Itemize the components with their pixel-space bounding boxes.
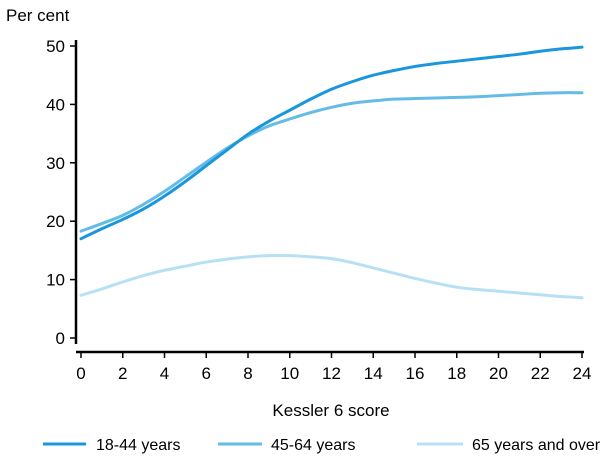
- legend-label-0: 18-44 years: [96, 437, 181, 454]
- x-tick-label: 22: [531, 364, 550, 383]
- x-axis: 0 2 4 6 8 10 12 14 16 18 20 22 24: [76, 350, 592, 383]
- x-tick-label: 14: [364, 364, 383, 383]
- y-tick-label: 10: [46, 271, 65, 290]
- x-tick-label: 2: [118, 364, 127, 383]
- x-tick-label: 0: [76, 364, 85, 383]
- plot-area: [79, 45, 584, 300]
- x-tick-label: 18: [447, 364, 466, 383]
- y-tick-label: 0: [56, 329, 65, 348]
- series-line-1: [79, 91, 584, 233]
- x-tick-label: 6: [202, 364, 211, 383]
- y-tick-label: 40: [46, 95, 65, 114]
- y-tick-label: 50: [46, 37, 65, 56]
- x-tick-label: 24: [573, 364, 592, 383]
- y-tick-label: 30: [46, 154, 65, 173]
- x-tick-label: 4: [160, 364, 169, 383]
- y-axis: 0 10 20 30 40 50: [46, 37, 78, 348]
- y-tick-label: 20: [46, 212, 65, 231]
- series-line-2: [79, 254, 584, 300]
- legend-label-2: 65 years and over: [472, 437, 600, 454]
- series-line-0: [79, 45, 584, 241]
- x-tick-label: 10: [280, 364, 299, 383]
- x-tick-label: 8: [243, 364, 252, 383]
- x-tick-label: 16: [406, 364, 425, 383]
- x-tick-label: 20: [489, 364, 508, 383]
- x-axis-title: Kessler 6 score: [272, 401, 389, 420]
- legend: 18-44 years 45-64 years 65 years and over: [43, 437, 600, 454]
- legend-label-1: 45-64 years: [271, 437, 356, 454]
- x-tick-label: 12: [322, 364, 341, 383]
- y-axis-title: Per cent: [6, 6, 70, 25]
